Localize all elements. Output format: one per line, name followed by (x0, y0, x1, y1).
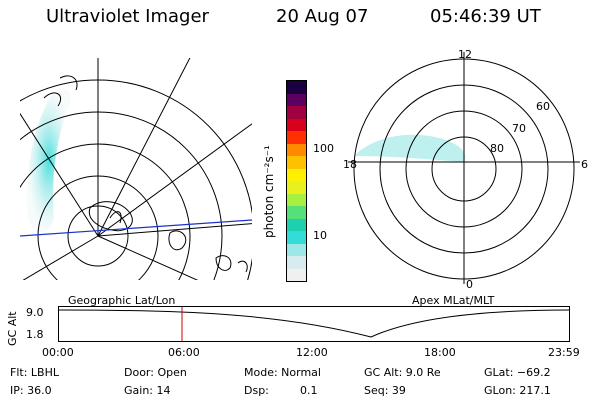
colorbar-segment (287, 193, 306, 206)
colorbar (286, 80, 307, 282)
geo-caption: Geographic Lat/Lon (68, 294, 176, 307)
colorbar-label: photon cm⁻²s⁻¹ (262, 145, 276, 238)
info-glat: GLat: −69.2 (484, 366, 551, 379)
colorbar-segment (287, 81, 306, 94)
colorbar-segment (287, 118, 306, 131)
info-dsp-label: Dsp: (244, 384, 269, 397)
mlat-label-60: 60 (536, 100, 550, 113)
mlt-label-12: 12 (458, 48, 472, 61)
colorbar-segment (287, 181, 306, 194)
footprint-line (20, 219, 252, 237)
info-gc-alt: GC Alt: 9.0 Re (364, 366, 441, 379)
imager-title: Ultraviolet Imager (46, 6, 209, 27)
info-door: Door: Open (124, 366, 187, 379)
mlat-label-70: 70 (512, 122, 526, 135)
altitude-curve (59, 309, 569, 338)
apex-polar-plot (348, 52, 580, 284)
colorbar-segment (287, 156, 306, 169)
colorbar-segment (287, 268, 306, 281)
altitude-xtick-1800: 18:00 (424, 346, 456, 359)
colorbar-segment (287, 106, 306, 119)
mlt-label-6: 6 (581, 158, 588, 171)
altitude-ytick-9: 9.0 (26, 306, 44, 319)
mlt-label-0: 0 (466, 278, 473, 291)
altitude-xtick-0000: 00:00 (42, 346, 74, 359)
colorbar-tick-10: 10 (313, 229, 327, 242)
info-gain: Gain: 14 (124, 384, 171, 397)
info-seq: Seq: 39 (364, 384, 406, 397)
colorbar-segment (287, 256, 306, 269)
colorbar-segment (287, 206, 306, 219)
colorbar-segment (287, 231, 306, 244)
altitude-xtick-0600: 06:00 (168, 346, 200, 359)
altitude-xtick-1200: 12:00 (296, 346, 328, 359)
colorbar-segment (287, 93, 306, 106)
colorbar-segment (287, 131, 306, 144)
mlat-label-80: 80 (490, 142, 504, 155)
info-glon: GLon: 217.1 (484, 384, 551, 397)
geographic-map (20, 58, 252, 280)
aurora-emission-geo (26, 89, 71, 233)
apex-caption: Apex MLat/MLT (412, 294, 495, 307)
altitude-ylabel: GC Alt (6, 311, 19, 346)
time-label: 05:46:39 UT (430, 6, 541, 27)
date-label: 20 Aug 07 (276, 6, 369, 27)
colorbar-segment (287, 218, 306, 231)
info-dsp-value: 0.1 (300, 384, 318, 397)
colorbar-segment (287, 243, 306, 256)
info-ip: IP: 36.0 (10, 384, 52, 397)
colorbar-tick-100: 100 (313, 142, 334, 155)
colorbar-segment (287, 143, 306, 156)
altitude-plot (58, 306, 570, 342)
info-filter: Flt: LBHL (10, 366, 59, 379)
info-mode: Mode: Normal (244, 366, 321, 379)
altitude-xtick-2359: 23:59 (548, 346, 580, 359)
mlt-label-18: 18 (343, 158, 357, 171)
altitude-ytick-1-8: 1.8 (26, 328, 44, 341)
colorbar-segment (287, 168, 306, 181)
